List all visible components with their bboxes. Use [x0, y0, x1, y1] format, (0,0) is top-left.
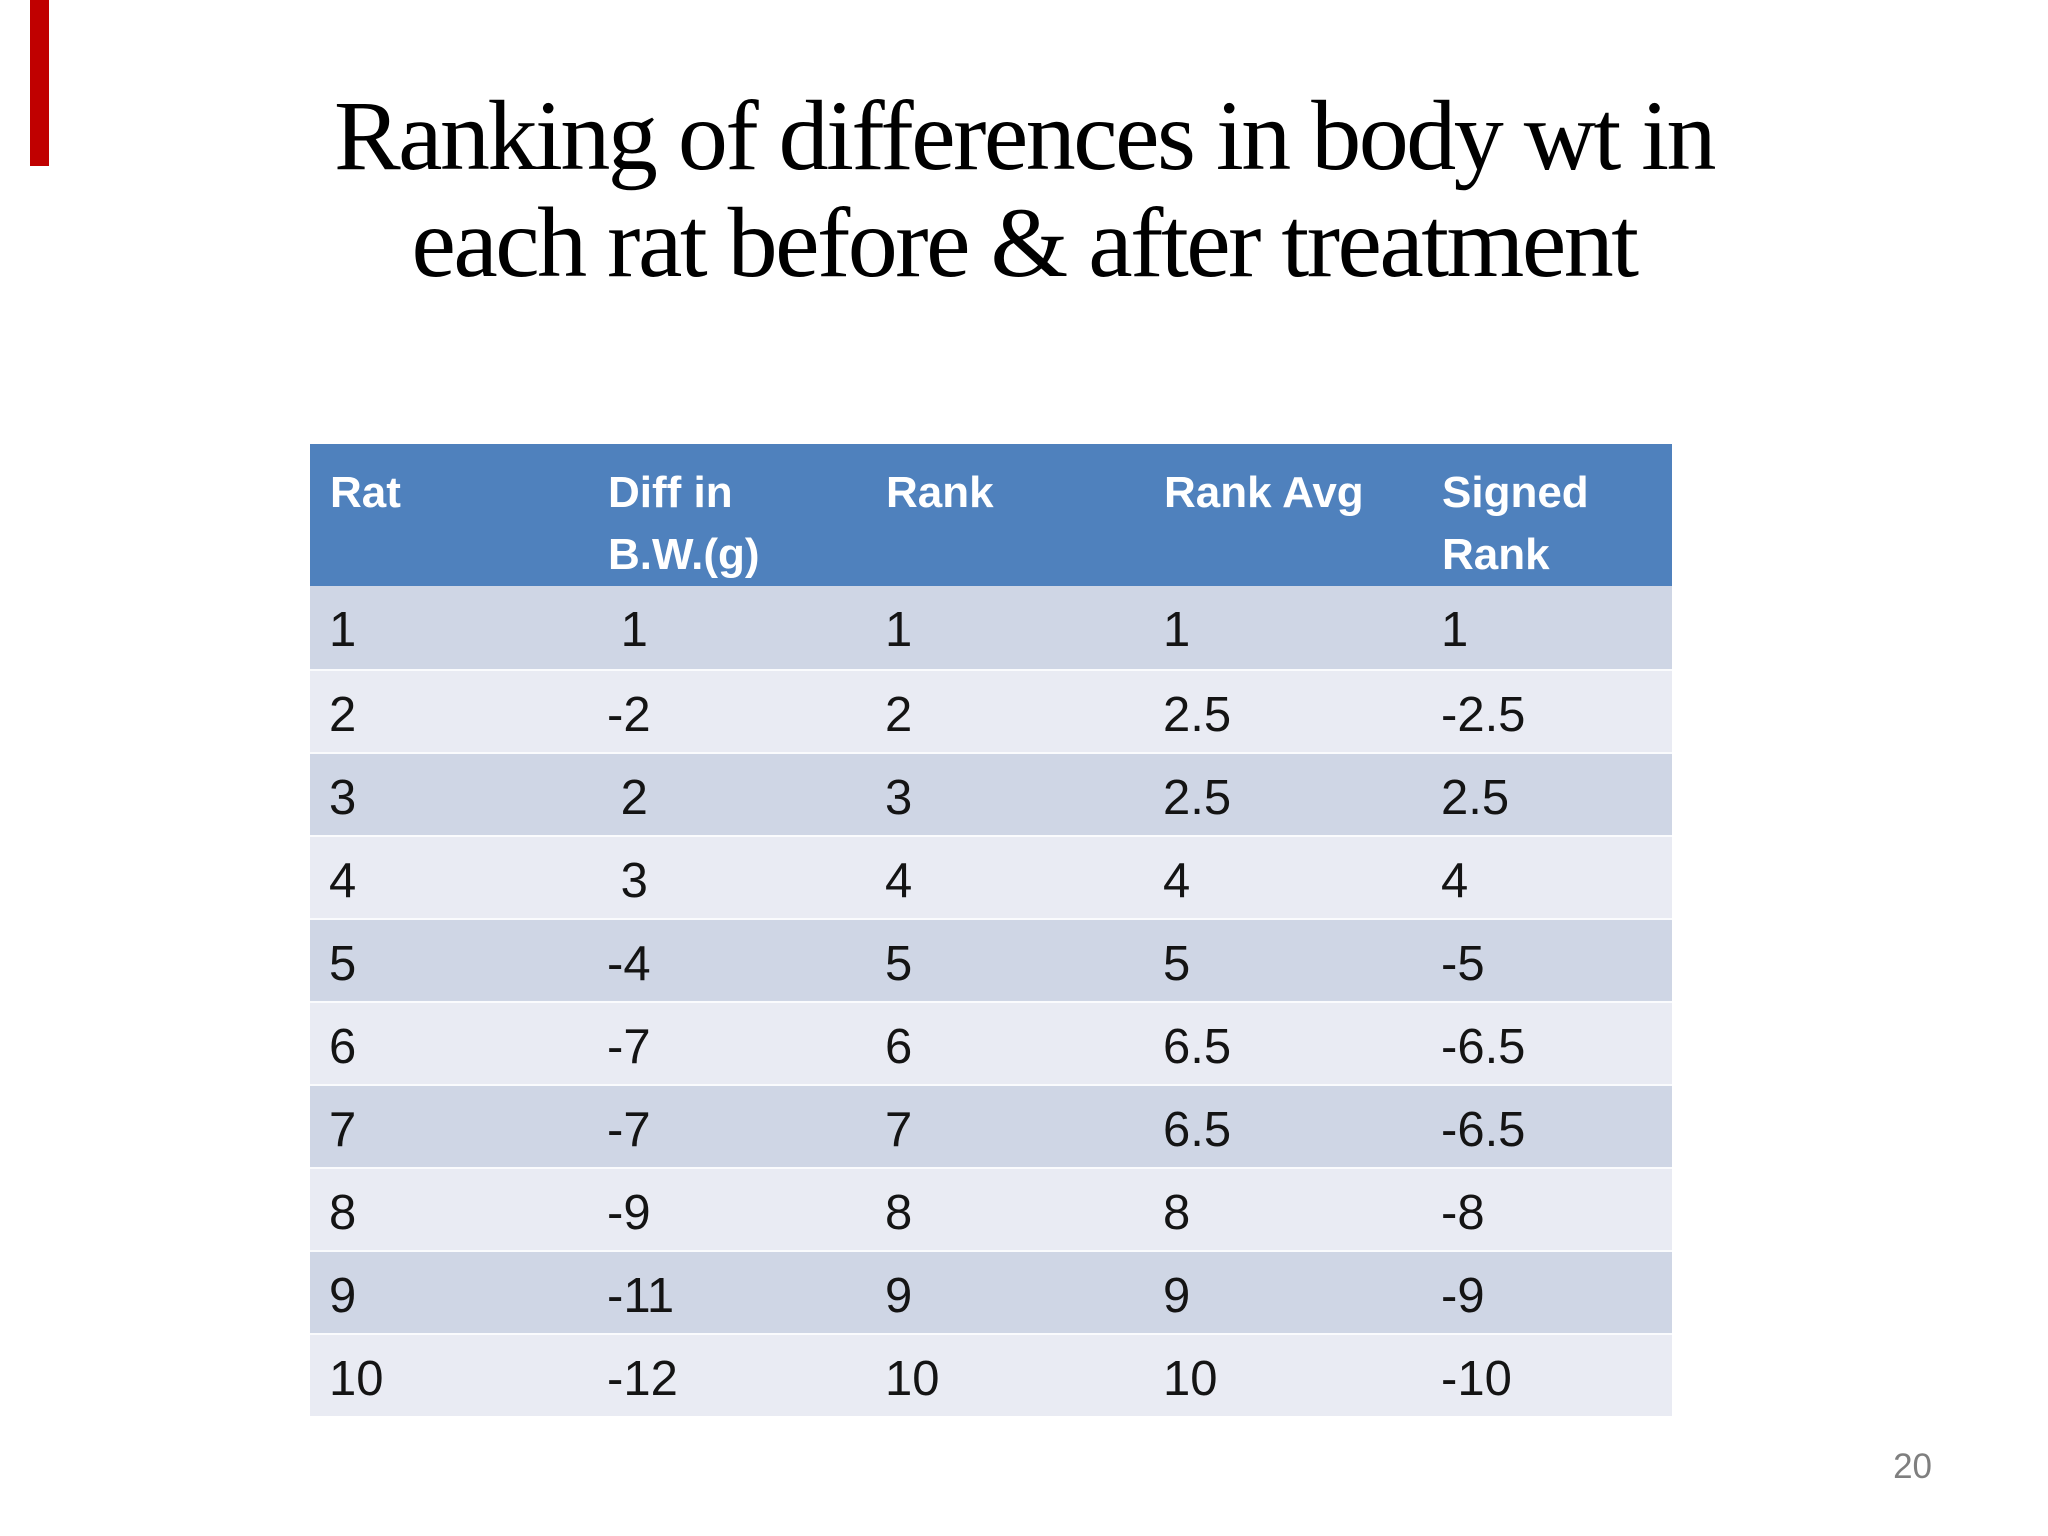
- table-cell: 2: [329, 688, 357, 742]
- column-header-signed-rank: Signed Rank: [1442, 468, 1589, 579]
- table-cell: 3: [607, 854, 648, 908]
- table-cell: 10: [885, 1352, 940, 1406]
- table-cell: 4: [1163, 854, 1191, 908]
- table-cell: 7: [329, 1103, 357, 1157]
- column-header-rank: Rank: [886, 468, 994, 517]
- data-table: Rat Diff in B.W.(g) Rank Rank Avg Signed…: [310, 444, 1672, 1416]
- table-cell: 8: [1163, 1186, 1191, 1240]
- table-cell: 2: [885, 688, 913, 742]
- table-cell: -6.5: [1441, 1020, 1526, 1074]
- table-cell: 8: [885, 1186, 913, 1240]
- table-cell: 6: [329, 1020, 357, 1074]
- column-header-diff-bw: Diff in B.W.(g): [608, 468, 760, 579]
- table-cell: 6.5: [1163, 1020, 1232, 1074]
- table-cell: 4: [329, 854, 357, 908]
- table-row: 7 -7 7 6.5 -6.5: [310, 1084, 1672, 1167]
- table-row: 2 -2 2 2.5 -2.5: [310, 669, 1672, 752]
- table-row: 5 -4 5 5 -5: [310, 918, 1672, 1001]
- table-cell: -11: [607, 1269, 675, 1323]
- table-cell: 1: [607, 603, 648, 657]
- table-cell: -10: [1441, 1352, 1512, 1406]
- table-cell: 10: [1163, 1352, 1218, 1406]
- table-cell: 9: [329, 1269, 357, 1323]
- table-cell: 2.5: [1441, 771, 1510, 825]
- slide-title: Ranking of differences in body wt in eac…: [333, 80, 1717, 298]
- column-header-rank-avg: Rank Avg: [1164, 468, 1364, 517]
- table-cell: 6.5: [1163, 1103, 1232, 1157]
- table-row: 3 2 3 2.5 2.5: [310, 752, 1672, 835]
- table-row: 10 -12 10 10 -10: [310, 1333, 1672, 1416]
- table-cell: 9: [1163, 1269, 1191, 1323]
- table-cell: 5: [885, 937, 913, 991]
- table-cell: 5: [1163, 937, 1191, 991]
- table-cell: 1: [1163, 603, 1191, 657]
- table-cell: 3: [885, 771, 913, 825]
- table-row: 8 -9 8 8 -8: [310, 1167, 1672, 1250]
- table-cell: -9: [607, 1186, 651, 1240]
- table-row: 4 3 4 4 4: [310, 835, 1672, 918]
- table-cell: 8: [329, 1186, 357, 1240]
- table-row: 6 -7 6 6.5 -6.5: [310, 1001, 1672, 1084]
- table-cell: 1: [885, 603, 913, 657]
- table-body: 1 1 1 1 1 2 -2 2 2.5 -2.5 3 2 3 2.5 2.5 4 3 4 4 4 5 -4 5 5 -5…: [310, 586, 1672, 1416]
- table-cell: 3: [329, 771, 357, 825]
- table-cell: -4: [607, 937, 651, 991]
- table-cell: -7: [607, 1020, 651, 1074]
- table-cell: 1: [1441, 603, 1469, 657]
- table-cell: 6: [885, 1020, 913, 1074]
- accent-red-bar: [30, 0, 49, 166]
- table-cell: -2.5: [1441, 688, 1526, 742]
- table-row: 9 -11 9 9 -9: [310, 1250, 1672, 1333]
- table-cell: 5: [329, 937, 357, 991]
- table-cell: 9: [885, 1269, 913, 1323]
- table-cell: 10: [329, 1352, 384, 1406]
- table-cell: -5: [1441, 937, 1485, 991]
- table-cell: 2.5: [1163, 771, 1232, 825]
- table-row: 1 1 1 1 1: [310, 586, 1672, 669]
- table-cell: 2: [607, 771, 648, 825]
- table-cell: 7: [885, 1103, 913, 1157]
- table-cell: 4: [1441, 854, 1469, 908]
- table-cell: 1: [329, 603, 357, 657]
- table-cell: -7: [607, 1103, 651, 1157]
- table-cell: -2: [607, 688, 651, 742]
- table-cell: 4: [885, 854, 913, 908]
- table-cell: -8: [1441, 1186, 1485, 1240]
- page-number: 20: [1893, 1447, 1932, 1486]
- table-cell: -6.5: [1441, 1103, 1526, 1157]
- table-header-row: Rat Diff in B.W.(g) Rank Rank Avg Signed…: [310, 444, 1672, 586]
- column-header-rat: Rat: [330, 468, 401, 517]
- table-cell: 2.5: [1163, 688, 1232, 742]
- table-cell: -12: [607, 1352, 678, 1406]
- table-cell: -9: [1441, 1269, 1485, 1323]
